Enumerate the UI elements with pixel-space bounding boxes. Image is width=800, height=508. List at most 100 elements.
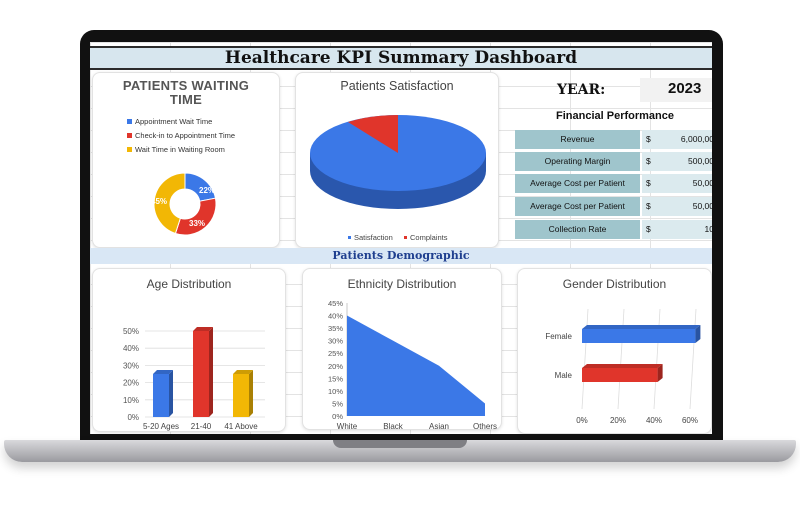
waiting-time-title-line2: TIME (169, 92, 203, 107)
financial-title: Financial Performance (556, 110, 674, 122)
ethnicity-distribution-chart: 0% 5% 10% 15% 20% 25% 30% 35% 40% 45% White Black As… (328, 299, 497, 431)
dashboard-screen: Healthcare KPI Summary Dashboard PATIENT… (90, 42, 712, 434)
y-tick-label: 45% (328, 299, 343, 308)
ethnicity-distribution-card: Ethnicity Distribution 0% 5% 10% 15% 20% 25% 3… (302, 268, 502, 431)
age-distribution-card: Age Distribution 0% 10% 20% 30% 40% 50% 5-20 A… (92, 268, 286, 433)
year-label: YEAR: (557, 82, 606, 98)
gender-distribution-card: Gender Distribution 0% 20% 40% 60% Female Mal… (517, 268, 712, 434)
age-distribution-title: Age Distribution (146, 277, 232, 291)
x-tick-label: 5-20 Ages (143, 422, 179, 431)
y-tick-label: 15% (328, 374, 343, 383)
y-tick-label: 30% (328, 337, 343, 346)
laptop-base (4, 440, 796, 462)
currency-symbol: $ (646, 134, 651, 144)
y-tick-label: 20% (123, 379, 139, 388)
y-tick-label: 40% (328, 312, 343, 321)
y-tick-label: 35% (328, 324, 343, 333)
legend-item-checkin: Check-in to Appointment Time (127, 131, 235, 140)
financial-row: Average Cost per Patient $ 50,00 (515, 197, 712, 216)
age-bar (153, 374, 169, 417)
waiting-time-card: PATIENTS WAITING TIME Appointment Wait T… (92, 72, 280, 248)
waiting-time-title-line1: PATIENTS WAITING (122, 78, 250, 93)
gender-bar-top (582, 325, 701, 329)
financial-label: Average Cost per Patient (515, 197, 640, 216)
financial-label: Average Cost per Patient (515, 174, 640, 193)
financial-value: 50,00 (692, 201, 712, 211)
x-tick-label: Others (473, 422, 497, 431)
currency-symbol: $ (646, 156, 651, 166)
gender-bar-side (695, 325, 701, 343)
age-bar-top (193, 327, 213, 331)
legend-label-complaints: Complaints (410, 233, 448, 242)
age-bar-side (249, 370, 253, 417)
waiting-time-title: PATIENTS WAITING TIME (93, 79, 279, 107)
ethnicity-distribution-title: Ethnicity Distribution (347, 277, 457, 291)
legend-label-satisfaction: Satisfaction (354, 233, 393, 242)
age-bar-side (209, 327, 213, 417)
y-tick-label: 50% (123, 327, 139, 336)
donut-slice (174, 197, 217, 236)
satisfaction-title: Patients Satisfaction (340, 79, 454, 93)
pie-slice-complaints (348, 115, 398, 153)
financial-value: 6,000,00 (680, 134, 712, 144)
section-title: Patients Demographic (90, 248, 712, 264)
legend-label: Wait Time in Waiting Room (135, 145, 225, 154)
legend-item-appointment: Appointment Wait Time (127, 117, 212, 126)
x-tick-label: Black (383, 422, 404, 431)
age-bar-top (233, 370, 253, 374)
y-tick-label: 0% (127, 413, 139, 422)
financial-value: 50,00 (692, 178, 712, 188)
x-tick-label: 0% (576, 416, 588, 425)
y-tick-label: 40% (123, 344, 139, 353)
financial-value: 500,00 (688, 156, 712, 166)
legend-swatch (127, 133, 132, 138)
financial-label: Collection Rate (515, 220, 640, 239)
waiting-time-donut-chart: 22% 33% 45% (151, 172, 217, 236)
financial-value-cell: $ 50,00 (642, 174, 712, 193)
financial-value-cell: $ 10 (642, 220, 712, 239)
y-tick-label: Male (555, 371, 573, 380)
age-bar (193, 331, 209, 417)
y-tick-label: Female (545, 332, 572, 341)
y-tick-label: 25% (328, 349, 343, 358)
gender-distribution-title: Gender Distribution (562, 277, 667, 291)
financial-row: Operating Margin $ 500,00 (515, 152, 712, 171)
age-bar (233, 374, 249, 417)
legend-swatch (348, 236, 351, 239)
financial-label: Revenue (515, 130, 640, 149)
gender-bar (582, 329, 696, 343)
year-box (640, 78, 712, 102)
satisfaction-card: Patients Satisfaction Satisfaction Compl… (295, 72, 499, 248)
financial-row: Revenue $ 6,000,00 (515, 130, 712, 149)
financial-row: Collection Rate $ 10 (515, 220, 712, 239)
age-bar-side (169, 370, 173, 417)
age-distribution-chart: 0% 10% 20% 30% 40% 50% 5-20 Ages 21-40Ages 41 Ab… (123, 327, 265, 433)
y-tick-label: 0% (332, 412, 343, 421)
gender-bar-side (657, 364, 663, 382)
financial-value: 10 (704, 224, 712, 234)
legend-swatch (404, 236, 407, 239)
financial-value-cell: $ 6,000,00 (642, 130, 712, 149)
y-tick-label: 10% (123, 396, 139, 405)
legend-label: Appointment Wait Time (135, 117, 213, 126)
donut-group (153, 172, 217, 236)
gridline (581, 308, 589, 410)
donut-slice (153, 172, 186, 235)
financial-row: Average Cost per Patient $ 50,00 (515, 174, 712, 193)
y-tick-label: 20% (328, 362, 343, 371)
y-tick-label: 10% (328, 387, 343, 396)
y-tick-label: 5% (332, 399, 343, 408)
age-bar-top (153, 370, 173, 374)
gridline (653, 308, 661, 410)
laptop-notch (333, 440, 467, 448)
year-value: 2023 (668, 80, 702, 97)
gender-bar (582, 368, 658, 382)
x-tick-label: 20% (610, 416, 626, 425)
donut-label-appointment: 22% (199, 186, 215, 195)
y-tick-label: 30% (123, 361, 139, 370)
x-tick-label: Asian (429, 422, 449, 431)
gender-bar-top (582, 364, 663, 368)
legend-swatch (127, 147, 132, 152)
ethnicity-area (347, 315, 485, 416)
legend-label: Check-in to Appointment Time (135, 131, 236, 140)
